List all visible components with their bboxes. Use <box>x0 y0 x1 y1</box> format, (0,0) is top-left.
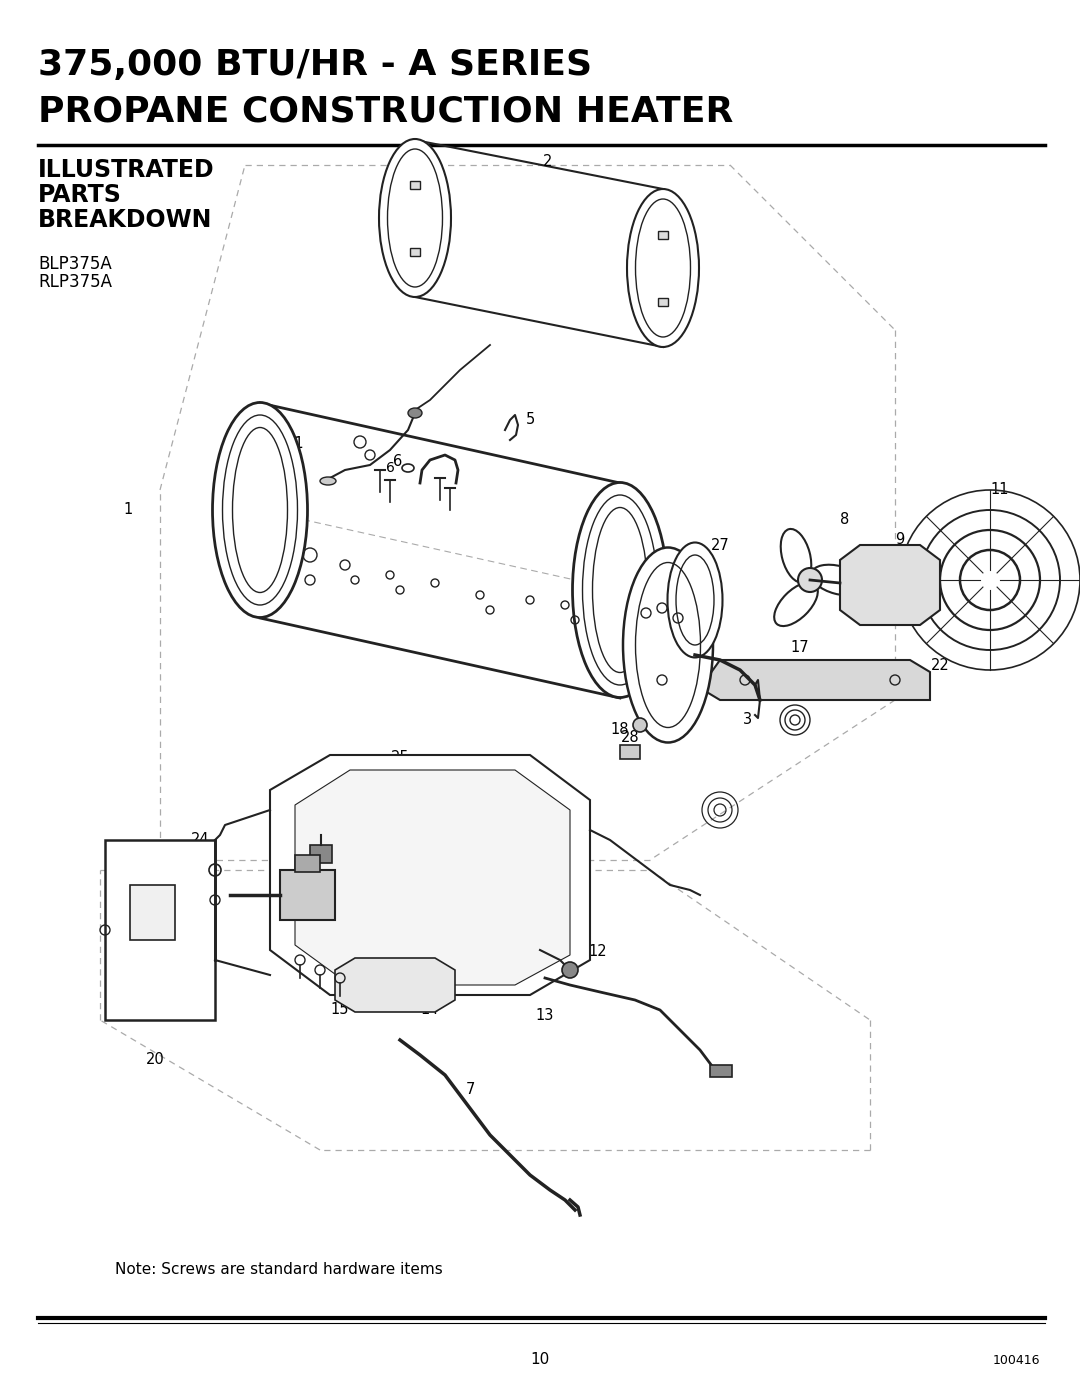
Text: 7: 7 <box>465 1083 475 1098</box>
Ellipse shape <box>213 402 308 617</box>
Text: 5: 5 <box>525 412 535 427</box>
Text: 18: 18 <box>611 722 630 738</box>
Ellipse shape <box>572 482 667 697</box>
Ellipse shape <box>667 542 723 658</box>
Text: 22: 22 <box>931 658 949 672</box>
Text: 25: 25 <box>391 750 409 766</box>
Polygon shape <box>700 659 930 700</box>
Polygon shape <box>840 545 940 624</box>
Circle shape <box>633 718 647 732</box>
Text: 6: 6 <box>386 461 394 475</box>
Ellipse shape <box>811 564 865 595</box>
Ellipse shape <box>774 583 818 626</box>
Polygon shape <box>335 958 455 1011</box>
Text: PROPANE CONSTRUCTION HEATER: PROPANE CONSTRUCTION HEATER <box>38 95 733 129</box>
Text: 17: 17 <box>791 640 809 655</box>
Text: 375,000 BTU/HR - A SERIES: 375,000 BTU/HR - A SERIES <box>38 47 592 82</box>
Text: PARTS: PARTS <box>38 183 122 207</box>
Text: 1: 1 <box>123 503 133 517</box>
Ellipse shape <box>379 138 451 298</box>
Text: 23: 23 <box>300 830 320 845</box>
Text: BREAKDOWN: BREAKDOWN <box>38 208 213 232</box>
Text: 3: 3 <box>743 712 753 728</box>
Ellipse shape <box>320 476 336 485</box>
Text: 13: 13 <box>536 1007 554 1023</box>
Bar <box>410 249 420 256</box>
Bar <box>295 855 320 872</box>
Bar <box>130 886 175 940</box>
Polygon shape <box>295 770 570 985</box>
Text: 10: 10 <box>530 1352 550 1368</box>
Text: 28: 28 <box>621 729 639 745</box>
Text: 9: 9 <box>895 532 905 548</box>
Ellipse shape <box>623 548 713 742</box>
Text: 11: 11 <box>990 482 1009 497</box>
Bar <box>620 745 640 759</box>
Circle shape <box>798 569 822 592</box>
Text: ILLUSTRATED: ILLUSTRATED <box>38 158 215 182</box>
Text: 8: 8 <box>840 513 850 528</box>
Text: 20: 20 <box>146 1052 164 1067</box>
Text: 100416: 100416 <box>993 1354 1040 1366</box>
Text: 16: 16 <box>321 851 339 866</box>
Ellipse shape <box>627 189 699 346</box>
Text: 4: 4 <box>637 640 647 655</box>
Text: 21: 21 <box>286 436 305 450</box>
Text: 2: 2 <box>543 155 553 169</box>
Bar <box>658 298 669 306</box>
Text: 24: 24 <box>191 833 210 848</box>
Polygon shape <box>270 754 590 995</box>
Text: BLP375A: BLP375A <box>38 256 111 272</box>
Ellipse shape <box>781 529 811 583</box>
Circle shape <box>562 963 578 978</box>
Text: 10: 10 <box>861 583 879 598</box>
Text: 15: 15 <box>330 1003 349 1017</box>
Text: RLP375A: RLP375A <box>38 272 112 291</box>
Text: 6: 6 <box>393 454 403 469</box>
Text: 19: 19 <box>279 911 297 925</box>
Bar <box>410 182 420 189</box>
Polygon shape <box>105 840 215 1020</box>
Text: 26: 26 <box>535 830 553 845</box>
Text: Note: Screws are standard hardware items: Note: Screws are standard hardware items <box>114 1261 443 1277</box>
Text: 12: 12 <box>589 944 607 960</box>
Text: 27: 27 <box>711 538 729 552</box>
Bar <box>280 870 335 921</box>
Bar <box>710 1065 732 1077</box>
Bar <box>310 845 332 863</box>
Ellipse shape <box>408 408 422 418</box>
Text: 14: 14 <box>421 1003 440 1017</box>
Bar <box>658 231 669 239</box>
